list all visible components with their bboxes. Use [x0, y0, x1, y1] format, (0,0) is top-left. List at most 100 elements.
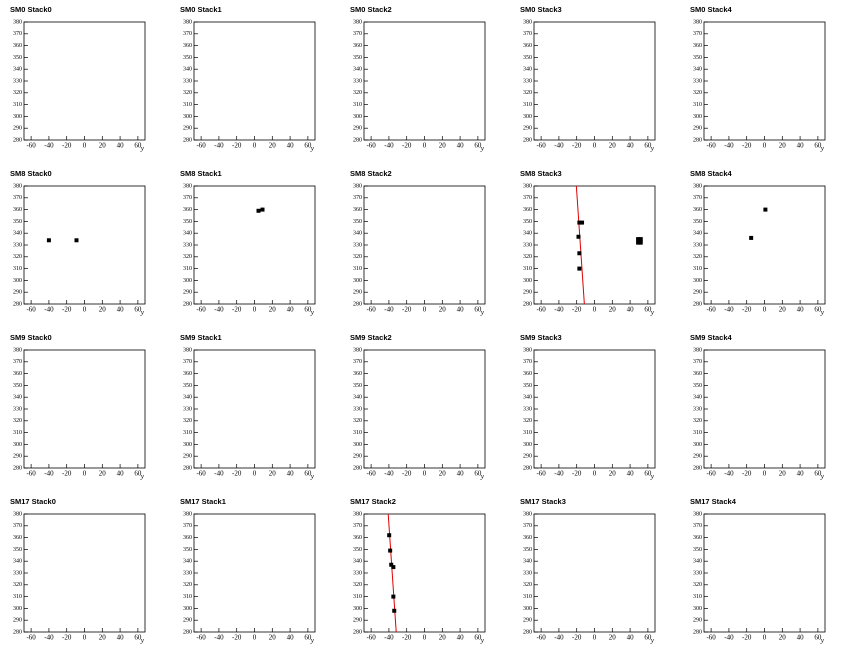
x-tick-label: -20: [232, 142, 242, 150]
x-tick-label: 40: [797, 470, 805, 478]
y-tick-label: 290: [13, 126, 22, 132]
y-tick-label: 350: [693, 547, 702, 553]
y-tick-label: 350: [13, 219, 22, 225]
y-tick-label: 280: [523, 629, 532, 635]
y-tick-label: 320: [13, 254, 22, 260]
y-tick-label: 360: [523, 371, 532, 377]
y-tick-label: 320: [13, 90, 22, 96]
y-tick-label: 290: [353, 618, 362, 624]
y-tick-label: 360: [183, 371, 192, 377]
hit-marker: [577, 220, 582, 225]
panel-title: SM9 Stack1: [180, 333, 222, 342]
hit-marker: [577, 266, 582, 271]
y-tick-label: 380: [183, 183, 192, 189]
y-tick-label: 380: [693, 511, 702, 517]
y-tick-label: 350: [353, 547, 362, 553]
x-tick-label: 40: [627, 306, 635, 314]
x-tick-label: 20: [439, 142, 447, 150]
y-tick-label: 290: [693, 454, 702, 460]
y-tick-label: 380: [353, 511, 362, 517]
y-tick-label: 330: [13, 242, 22, 248]
y-tick-label: 380: [13, 511, 22, 517]
y-tick-label: 320: [183, 582, 192, 588]
x-axis-label: y: [480, 145, 485, 153]
y-tick-label: 380: [13, 19, 22, 25]
panel-title: SM9 Stack0: [10, 333, 52, 342]
x-tick-label: 60: [134, 142, 142, 150]
y-tick-label: 370: [183, 195, 192, 201]
x-tick-label: -40: [384, 142, 394, 150]
y-tick-label: 380: [523, 19, 532, 25]
y-tick-label: 330: [693, 406, 702, 412]
y-tick-label: 310: [13, 102, 22, 108]
y-tick-label: 330: [183, 242, 192, 248]
x-tick-label: 60: [644, 634, 652, 642]
plot-frame: [703, 21, 826, 141]
plot-frame: [533, 513, 656, 633]
panel-title: SM8 Stack3: [520, 169, 562, 178]
x-tick-label: 40: [457, 470, 465, 478]
y-tick-label: 300: [693, 442, 702, 448]
y-tick-label: 370: [523, 31, 532, 37]
y-tick-label: 340: [353, 67, 362, 73]
x-tick-label: 40: [627, 142, 635, 150]
x-axis-label: y: [310, 145, 315, 153]
x-tick-label: -60: [536, 634, 546, 642]
y-tick-label: 320: [13, 582, 22, 588]
y-tick-label: 330: [353, 570, 362, 576]
y-tick-label: 330: [183, 406, 192, 412]
y-tick-label: 370: [353, 195, 362, 201]
y-tick-label: 300: [353, 442, 362, 448]
x-tick-label: 40: [797, 634, 805, 642]
x-tick-label: -60: [536, 142, 546, 150]
x-tick-label: -20: [402, 634, 412, 642]
y-tick-label: 300: [13, 278, 22, 284]
y-tick-label: 280: [693, 137, 702, 143]
x-tick-label: -60: [196, 634, 206, 642]
y-tick-label: 290: [523, 454, 532, 460]
x-tick-label: 0: [423, 306, 427, 314]
x-tick-label: 0: [83, 306, 87, 314]
x-tick-label: -60: [706, 306, 716, 314]
y-tick-label: 360: [353, 371, 362, 377]
hit-marker: [576, 234, 581, 239]
x-tick-label: 40: [457, 634, 465, 642]
y-tick-label: 360: [693, 43, 702, 49]
y-tick-label: 330: [353, 242, 362, 248]
x-axis-label: y: [480, 473, 485, 481]
x-tick-label: 0: [83, 470, 87, 478]
x-tick-label: 0: [83, 142, 87, 150]
x-tick-label: 20: [779, 142, 787, 150]
x-tick-label: 0: [253, 306, 257, 314]
y-tick-label: 360: [13, 535, 22, 541]
x-tick-label: -20: [62, 634, 72, 642]
hit-marker: [638, 240, 643, 245]
y-tick-label: 330: [693, 78, 702, 84]
x-tick-label: 0: [83, 634, 87, 642]
x-tick-label: -60: [26, 306, 36, 314]
x-tick-label: 40: [287, 470, 295, 478]
plot-frame: [193, 21, 316, 141]
x-tick-label: -20: [742, 142, 752, 150]
y-tick-label: 340: [693, 231, 702, 237]
y-tick-label: 370: [693, 31, 702, 37]
y-tick-label: 310: [183, 266, 192, 272]
y-tick-label: 290: [353, 126, 362, 132]
y-tick-label: 350: [13, 55, 22, 61]
y-tick-label: 380: [13, 183, 22, 189]
y-tick-label: 330: [693, 570, 702, 576]
y-tick-label: 350: [183, 383, 192, 389]
y-tick-label: 350: [13, 547, 22, 553]
x-tick-label: 40: [287, 142, 295, 150]
x-tick-label: 20: [609, 142, 617, 150]
x-tick-label: -40: [724, 634, 734, 642]
y-tick-label: 320: [183, 254, 192, 260]
y-tick-label: 360: [523, 207, 532, 213]
x-tick-label: 60: [304, 470, 312, 478]
plot-frame: [363, 21, 486, 141]
x-tick-label: 40: [457, 306, 465, 314]
x-tick-label: 0: [593, 470, 597, 478]
y-tick-label: 310: [693, 102, 702, 108]
y-tick-label: 320: [353, 418, 362, 424]
panel-title: SM9 Stack2: [350, 333, 392, 342]
